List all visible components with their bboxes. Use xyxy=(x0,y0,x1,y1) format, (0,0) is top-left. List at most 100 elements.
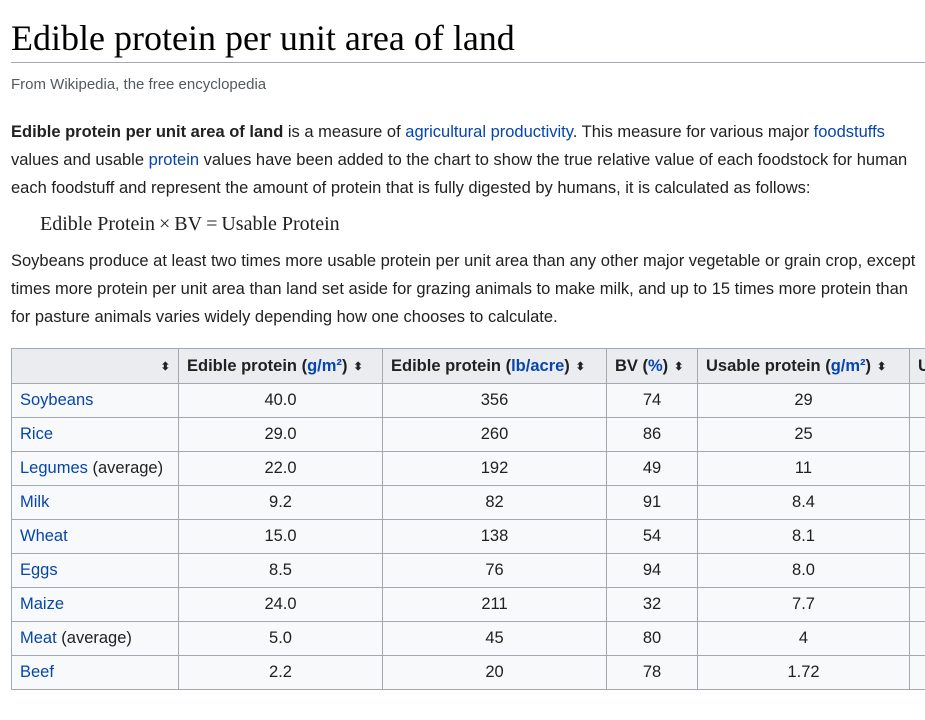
link-unit-lbacre[interactable]: lb/acre xyxy=(511,356,565,375)
cell-value: 74 xyxy=(606,383,698,418)
cell-value: 8.0 xyxy=(697,553,910,588)
cell-value-clipped xyxy=(909,383,925,418)
cell-value: 11 xyxy=(697,451,910,486)
header-usable-protein-lbacre[interactable]: Usable protein (lb/acre) xyxy=(909,348,925,384)
link-unit-gm2-usable[interactable]: g/m² xyxy=(830,356,866,375)
formula-result: Usable Protein xyxy=(221,213,340,235)
bold-term: Edible protein per unit area of land xyxy=(11,123,284,141)
header-food[interactable]: ⬍ xyxy=(11,348,179,384)
cell-value: 8.1 xyxy=(697,519,910,554)
sort-icon[interactable]: ⬍ xyxy=(877,360,887,373)
protein-table-container: ⬍ Edible protein (g/m²) ⬍ Edible protein … xyxy=(11,348,925,720)
tagline: From Wikipedia, the free encyclopedia xyxy=(11,76,267,93)
sort-icon[interactable]: ⬍ xyxy=(160,360,170,373)
cell-value: 8.4 xyxy=(697,485,910,520)
link-unit-gm2[interactable]: g/m² xyxy=(307,356,342,375)
cell-value: 24.0 xyxy=(178,587,383,622)
protein-table: ⬍ Edible protein (g/m²) ⬍ Edible protein … xyxy=(11,348,925,690)
table-row: Beef 2.2 20 78 1.72 xyxy=(11,655,925,690)
link-legumes[interactable]: Legumes xyxy=(20,459,88,477)
cell-value-clipped xyxy=(909,485,925,520)
link-soybeans[interactable]: Soybeans xyxy=(20,391,94,409)
cell-value: 1.72 xyxy=(697,655,910,690)
cell-value: 192 xyxy=(382,451,607,486)
cell-value: 86 xyxy=(606,417,698,452)
cell-food: Eggs xyxy=(11,553,179,588)
page-title: Edible protein per unit area of land xyxy=(11,18,515,58)
cell-value: 91 xyxy=(606,485,698,520)
table-row: Eggs 8.5 76 94 8.0 xyxy=(11,553,925,588)
cell-value-clipped xyxy=(909,621,925,656)
equals-symbol: = xyxy=(206,213,218,235)
link-unit-percent[interactable]: % xyxy=(648,356,663,375)
link-eggs[interactable]: Eggs xyxy=(20,561,58,579)
cell-value: 22.0 xyxy=(178,451,383,486)
cell-value: 5.0 xyxy=(178,621,383,656)
cell-value-clipped xyxy=(909,587,925,622)
cell-value: 80 xyxy=(606,621,698,656)
cell-value: 76 xyxy=(382,553,607,588)
formula: Edible Protein × BV = Usable Protein xyxy=(40,211,340,237)
cell-value: 15.0 xyxy=(178,519,383,554)
cell-value-clipped xyxy=(909,451,925,486)
table-row: Meat (average) 5.0 45 80 4 xyxy=(11,621,925,656)
link-agricultural-productivity[interactable]: agricultural productivity xyxy=(405,123,573,141)
sort-icon[interactable]: ⬍ xyxy=(575,360,586,373)
link-milk[interactable]: Milk xyxy=(20,493,50,511)
cell-value: 356 xyxy=(382,383,607,418)
table-row: Rice 29.0 260 86 25 xyxy=(11,417,925,452)
formula-term-bv: BV xyxy=(174,213,203,235)
cell-value-clipped xyxy=(909,519,925,554)
cell-value: 45 xyxy=(382,621,607,656)
sort-icon[interactable]: ⬍ xyxy=(353,360,363,373)
cell-value-clipped xyxy=(909,655,925,690)
cell-food: Soybeans xyxy=(11,383,179,418)
cell-value: 54 xyxy=(606,519,698,554)
link-rice[interactable]: Rice xyxy=(20,425,54,443)
table-row: Wheat 15.0 138 54 8.1 xyxy=(11,519,925,554)
cell-value: 25 xyxy=(697,417,910,452)
link-beef[interactable]: Beef xyxy=(20,663,54,681)
cell-value: 29.0 xyxy=(178,417,383,452)
cell-value: 40.0 xyxy=(178,383,383,418)
cell-food: Legumes (average) xyxy=(11,451,179,486)
food-note: (average) xyxy=(56,629,132,647)
cell-value: 20 xyxy=(382,655,607,690)
table-row: Milk 9.2 82 91 8.4 xyxy=(11,485,925,520)
cell-value: 9.2 xyxy=(178,485,383,520)
cell-value: 78 xyxy=(606,655,698,690)
cell-value: 260 xyxy=(382,417,607,452)
table-header-row: ⬍ Edible protein (g/m²) ⬍ Edible protein … xyxy=(11,348,925,384)
cell-value: 138 xyxy=(382,519,607,554)
header-bv[interactable]: BV (%) ⬍ xyxy=(606,348,698,384)
cell-food: Meat (average) xyxy=(11,621,179,656)
link-foodstuffs[interactable]: foodstuffs xyxy=(813,123,885,141)
cell-value: 49 xyxy=(606,451,698,486)
intro-paragraph: Edible protein per unit area of land is … xyxy=(11,123,908,197)
link-maize[interactable]: Maize xyxy=(20,595,65,613)
link-meat[interactable]: Meat xyxy=(20,629,57,647)
cell-food: Maize xyxy=(11,587,179,622)
title-divider xyxy=(11,62,925,63)
cell-food: Milk xyxy=(11,485,179,520)
cell-value: 94 xyxy=(606,553,698,588)
sort-icon[interactable]: ⬍ xyxy=(674,360,684,373)
formula-term-edible-protein: Edible Protein xyxy=(40,213,155,235)
cell-value: 211 xyxy=(382,587,607,622)
cell-value: 32 xyxy=(606,587,698,622)
cell-value-clipped xyxy=(909,553,925,588)
cell-value: 82 xyxy=(382,485,607,520)
link-protein[interactable]: protein xyxy=(148,151,200,169)
header-edible-protein-gm2[interactable]: Edible protein (g/m²) ⬍ xyxy=(178,348,383,384)
cell-value: 2.2 xyxy=(178,655,383,690)
link-wheat[interactable]: Wheat xyxy=(20,527,68,545)
cell-food: Beef xyxy=(11,655,179,690)
cell-value: 7.7 xyxy=(697,587,910,622)
cell-food: Rice xyxy=(11,417,179,452)
cell-value-clipped xyxy=(909,417,925,452)
soybeans-paragraph: Soybeans produce at least two times more… xyxy=(11,252,916,326)
cell-value: 8.5 xyxy=(178,553,383,588)
header-usable-protein-gm2[interactable]: Usable protein (g/m²) ⬍ xyxy=(697,348,910,384)
cell-food: Wheat xyxy=(11,519,179,554)
header-edible-protein-lbacre[interactable]: Edible protein (lb/acre) ⬍ xyxy=(382,348,607,384)
